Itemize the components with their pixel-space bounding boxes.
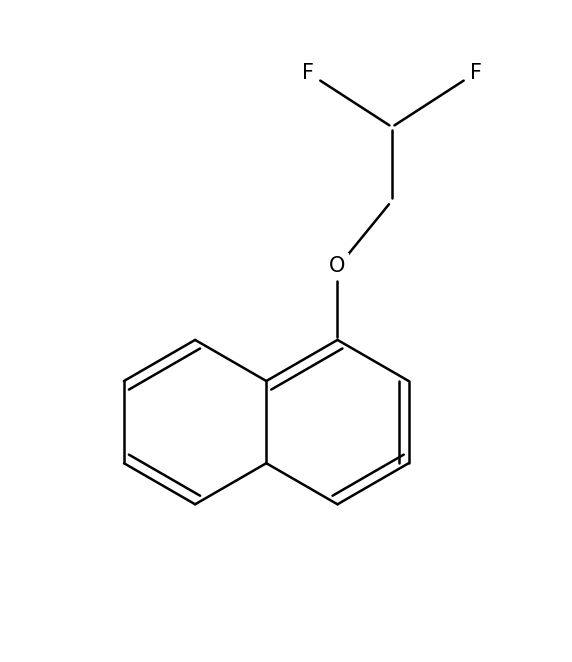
Text: F: F [470, 62, 482, 83]
Text: O: O [329, 256, 345, 275]
Text: F: F [302, 62, 314, 83]
